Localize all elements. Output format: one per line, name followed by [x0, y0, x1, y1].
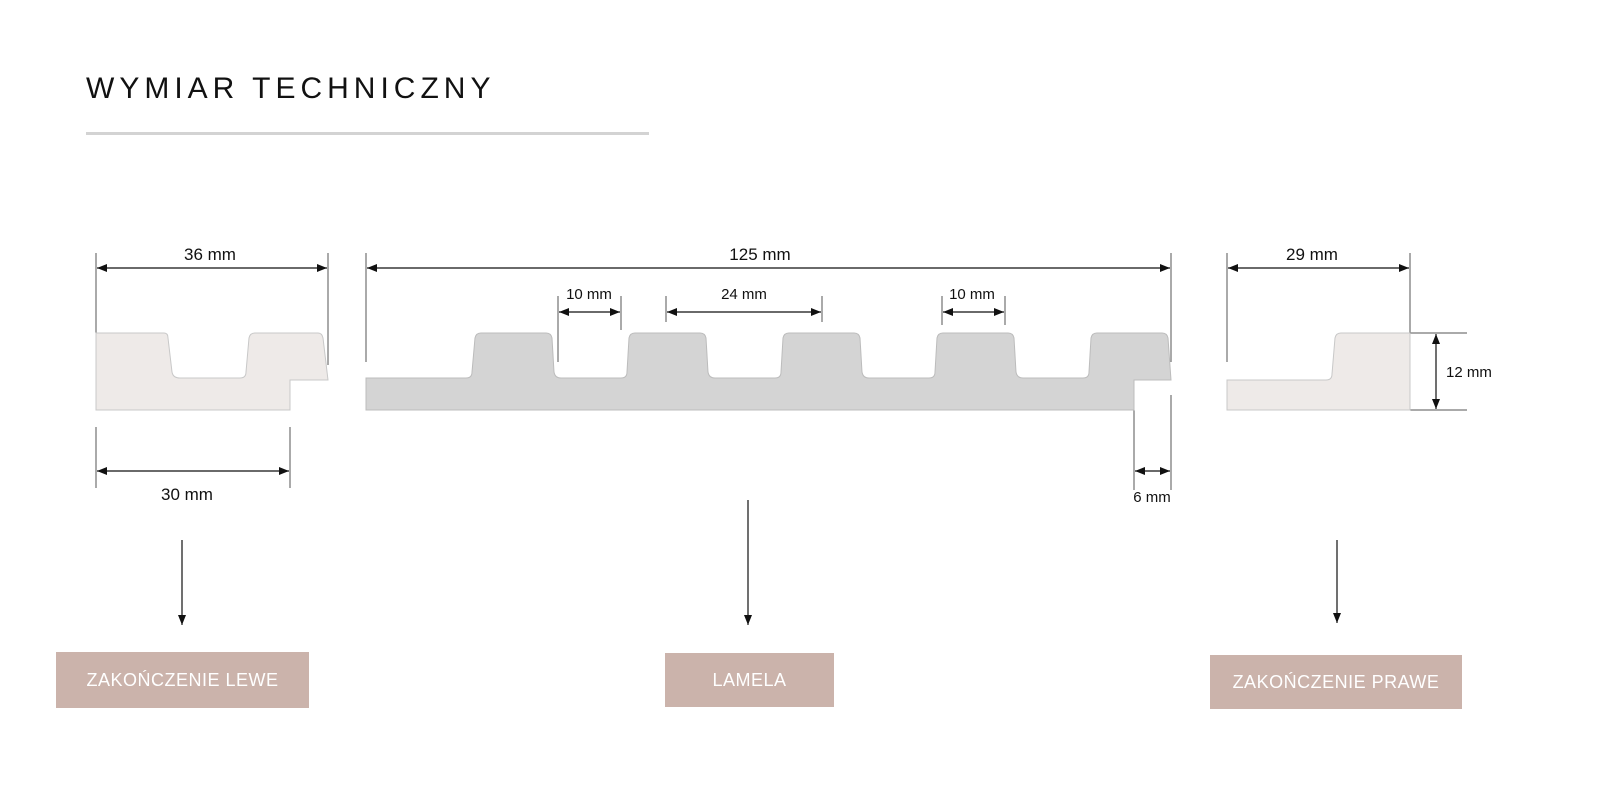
right-end-button[interactable]: ZAKOŃCZENIE PRAWE [1210, 655, 1462, 709]
lamela-profile [365, 332, 1172, 411]
label-left-width: 36 mm [184, 245, 236, 264]
label-lamela-width: 125 mm [729, 245, 790, 264]
label-left-base: 30 mm [161, 485, 213, 504]
page-title: WYMIAR TECHNICZNY [86, 72, 496, 105]
label-right-width: 29 mm [1286, 245, 1338, 264]
label-rib: 24 mm [721, 286, 767, 303]
left-end-profile [95, 332, 329, 411]
label-gap-1: 10 mm [566, 286, 612, 303]
lamela-button[interactable]: LAMELA [665, 653, 834, 707]
label-tongue: 6 mm [1133, 489, 1171, 506]
label-right-height: 12 mm [1446, 364, 1492, 381]
left-end-button[interactable]: ZAKOŃCZENIE LEWE [56, 652, 309, 708]
label-gap-2: 10 mm [949, 286, 995, 303]
right-end-profile [1226, 332, 1411, 411]
title-underline [86, 132, 649, 135]
